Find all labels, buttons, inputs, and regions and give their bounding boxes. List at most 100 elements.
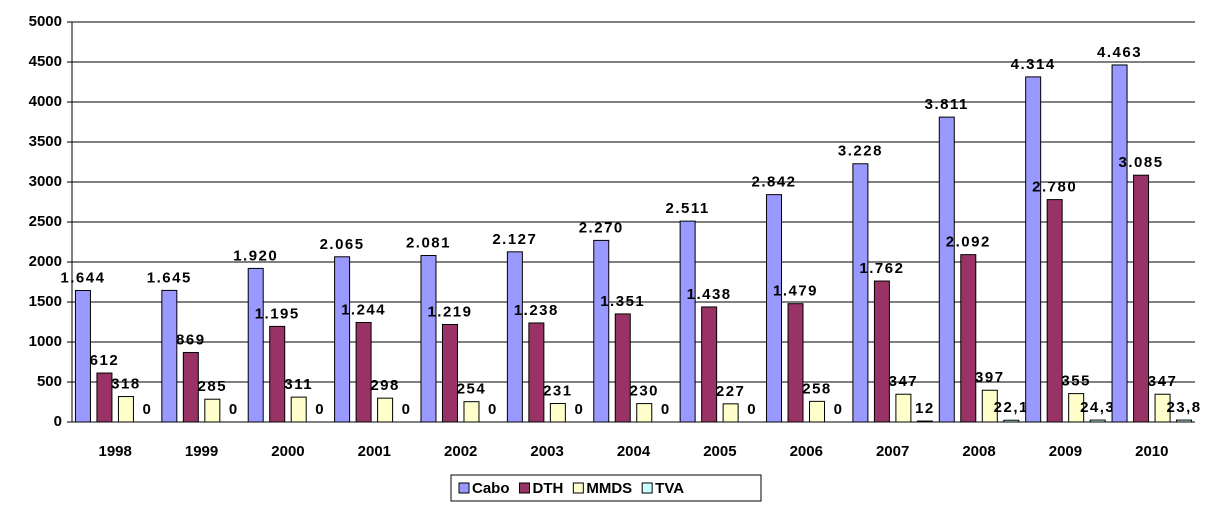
- value-label: 0: [315, 401, 325, 418]
- bar: [463, 401, 480, 423]
- legend-box: [450, 474, 762, 502]
- y-tick-label: 5000: [29, 13, 62, 30]
- value-label: 258: [802, 380, 832, 397]
- value-label: 1.219: [427, 303, 472, 320]
- value-label: 0: [574, 401, 584, 418]
- value-label: 4.314: [1011, 56, 1056, 73]
- bar: [916, 420, 933, 423]
- x-tick-label: 2003: [530, 443, 563, 460]
- value-label: 1.238: [514, 302, 559, 319]
- bar: [204, 398, 221, 423]
- bar: [1003, 419, 1020, 423]
- value-label: 285: [198, 378, 228, 395]
- bar: [787, 303, 804, 423]
- value-label: 0: [143, 401, 153, 418]
- value-label: 24,3: [1080, 399, 1115, 416]
- value-label: 0: [229, 401, 239, 418]
- value-label: 2.065: [320, 236, 365, 253]
- bar: [636, 403, 653, 423]
- value-label: 0: [661, 401, 671, 418]
- x-tick-label: 2005: [703, 443, 736, 460]
- bar: [1111, 64, 1128, 423]
- value-label: 0: [834, 401, 844, 418]
- value-label: 347: [889, 373, 919, 390]
- bar: [593, 239, 610, 423]
- bar: [355, 321, 372, 423]
- value-label: 3.228: [838, 143, 883, 160]
- legend-swatch: [458, 482, 470, 494]
- x-tick-label: 1999: [185, 443, 218, 460]
- bar: [1025, 76, 1042, 423]
- bar: [506, 251, 523, 423]
- bar: [873, 280, 890, 423]
- bar: [420, 255, 437, 423]
- value-label: 612: [90, 352, 120, 369]
- x-tick-label: 2001: [358, 443, 391, 460]
- bar: [96, 372, 113, 423]
- x-tick-label: 2010: [1135, 443, 1168, 460]
- legend-label: TVA: [655, 480, 684, 497]
- bar: [247, 267, 264, 423]
- x-tick-label: 2000: [271, 443, 304, 460]
- legend-label: Cabo: [472, 480, 510, 497]
- bar: [679, 220, 696, 423]
- value-label: 1.351: [600, 293, 645, 310]
- x-tick-label: 2008: [962, 443, 995, 460]
- x-tick-label: 2002: [444, 443, 477, 460]
- value-label: 3.085: [1119, 154, 1164, 171]
- value-label: 2.270: [579, 219, 624, 236]
- value-label: 1.195: [255, 305, 300, 322]
- value-label: 1.762: [859, 260, 904, 277]
- value-label: 1.479: [773, 283, 818, 300]
- bar: [766, 194, 783, 423]
- value-label: 0: [488, 401, 498, 418]
- value-label: 231: [543, 382, 573, 399]
- value-label: 355: [1061, 373, 1091, 390]
- value-label: 2.511: [666, 200, 710, 217]
- legend-swatch: [519, 482, 530, 494]
- value-label: 4.463: [1097, 44, 1142, 61]
- x-tick-label: 2004: [617, 443, 651, 460]
- bar: [1089, 419, 1106, 423]
- legend-swatch: [641, 482, 653, 494]
- value-label: 1.644: [60, 269, 105, 286]
- value-label: 227: [716, 383, 746, 400]
- bar: [809, 400, 826, 423]
- value-label: 2.842: [751, 174, 796, 191]
- bar: [852, 163, 869, 423]
- value-label: 254: [457, 381, 487, 398]
- value-label: 311: [284, 376, 313, 393]
- value-label: 2.780: [1032, 179, 1077, 196]
- y-tick-label: 2000: [29, 253, 62, 270]
- bar: [1133, 174, 1150, 423]
- value-label: 12: [915, 400, 935, 417]
- value-label: 318: [111, 376, 141, 393]
- bar: [269, 325, 286, 423]
- bar: [441, 323, 458, 423]
- value-label: 22,1: [994, 399, 1029, 416]
- y-tick-label: 3500: [29, 133, 62, 150]
- value-label: 869: [176, 331, 206, 348]
- y-tick-label: 4500: [29, 53, 62, 70]
- x-tick-label: 2006: [790, 443, 823, 460]
- value-label: 2.081: [406, 234, 451, 251]
- value-label: 3.811: [925, 96, 969, 113]
- y-tick-label: 1000: [29, 333, 62, 350]
- bar: [377, 397, 394, 423]
- legend-label: DTH: [533, 480, 564, 497]
- bar: [334, 256, 351, 423]
- value-label: 1.244: [341, 301, 386, 318]
- legend-swatch: [572, 482, 584, 494]
- y-tick-label: 0: [54, 413, 62, 430]
- bar: [1176, 419, 1193, 423]
- bar: [938, 116, 955, 423]
- bar: [895, 393, 912, 423]
- x-tick-label: 2007: [876, 443, 909, 460]
- value-label: 2.092: [946, 234, 991, 251]
- bar: [182, 351, 199, 423]
- bar: [74, 289, 91, 423]
- bar: [1068, 393, 1085, 423]
- bar: [290, 396, 307, 423]
- value-label: 298: [370, 377, 400, 394]
